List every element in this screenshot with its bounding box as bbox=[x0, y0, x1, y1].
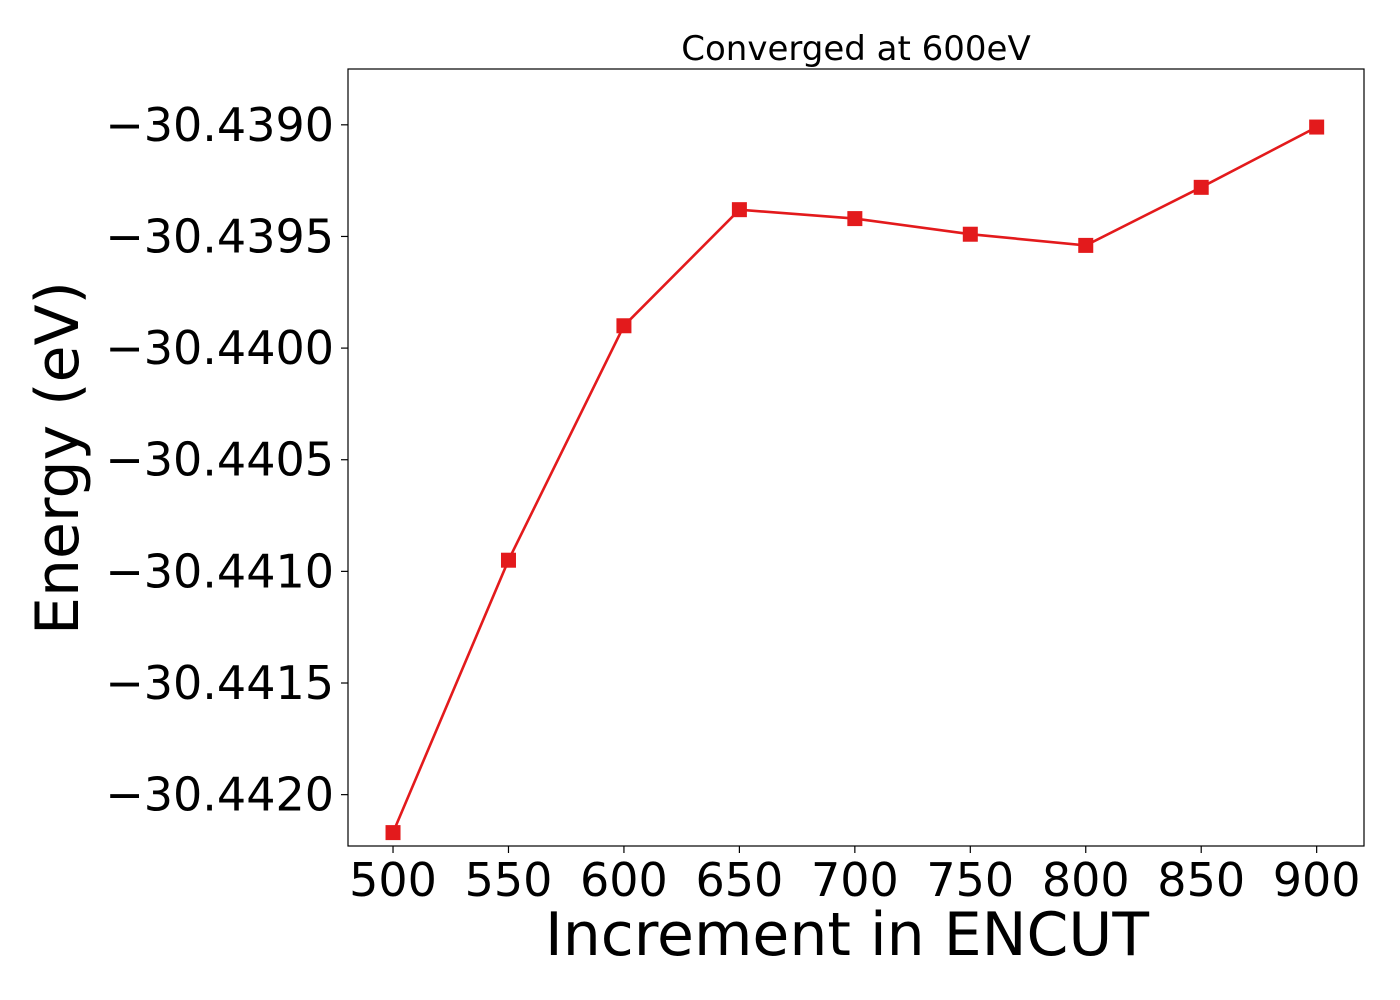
x-tick-label: 600 bbox=[580, 853, 668, 907]
x-tick-label: 500 bbox=[349, 853, 437, 907]
y-axis-ticks: −30.4390 −30.4395 −30.4400 −30.4405 −30.4410… bbox=[105, 98, 348, 822]
data-point bbox=[385, 825, 401, 841]
plot-frame bbox=[347, 68, 1365, 847]
y-tick-label: −30.4400 bbox=[105, 321, 334, 375]
x-axis-label: Increment in ENCUT bbox=[545, 900, 1149, 970]
data-point bbox=[1193, 179, 1209, 195]
x-tick-label: 650 bbox=[695, 853, 783, 907]
data-point bbox=[616, 318, 632, 334]
data-point bbox=[1078, 237, 1094, 253]
y-tick-label: −30.4405 bbox=[105, 433, 334, 487]
x-tick-label: 700 bbox=[811, 853, 899, 907]
x-tick-label: 900 bbox=[1273, 853, 1361, 907]
y-tick-label: −30.4410 bbox=[105, 544, 334, 598]
x-tick-label: 550 bbox=[465, 853, 553, 907]
chart-title: Converged at 600eV bbox=[681, 29, 1030, 69]
x-tick-label: 800 bbox=[1042, 853, 1130, 907]
data-point bbox=[847, 211, 863, 227]
plot-area bbox=[347, 68, 1365, 847]
y-tick-label: −30.4390 bbox=[105, 98, 334, 152]
x-axis-ticks: 500 550 600 650 700 750 800 850 900 bbox=[349, 846, 1361, 907]
data-point bbox=[731, 202, 747, 218]
y-tick-label: −30.4395 bbox=[105, 209, 334, 263]
y-axis-label: Energy (eV) bbox=[23, 281, 93, 635]
data-point bbox=[962, 226, 978, 242]
y-tick-label: −30.4420 bbox=[105, 768, 334, 822]
data-point bbox=[1309, 119, 1325, 135]
data-point bbox=[500, 552, 516, 568]
y-tick-label: −30.4415 bbox=[105, 656, 334, 710]
x-tick-label: 750 bbox=[926, 853, 1014, 907]
series-line bbox=[391, 125, 1318, 834]
x-tick-label: 850 bbox=[1157, 853, 1245, 907]
